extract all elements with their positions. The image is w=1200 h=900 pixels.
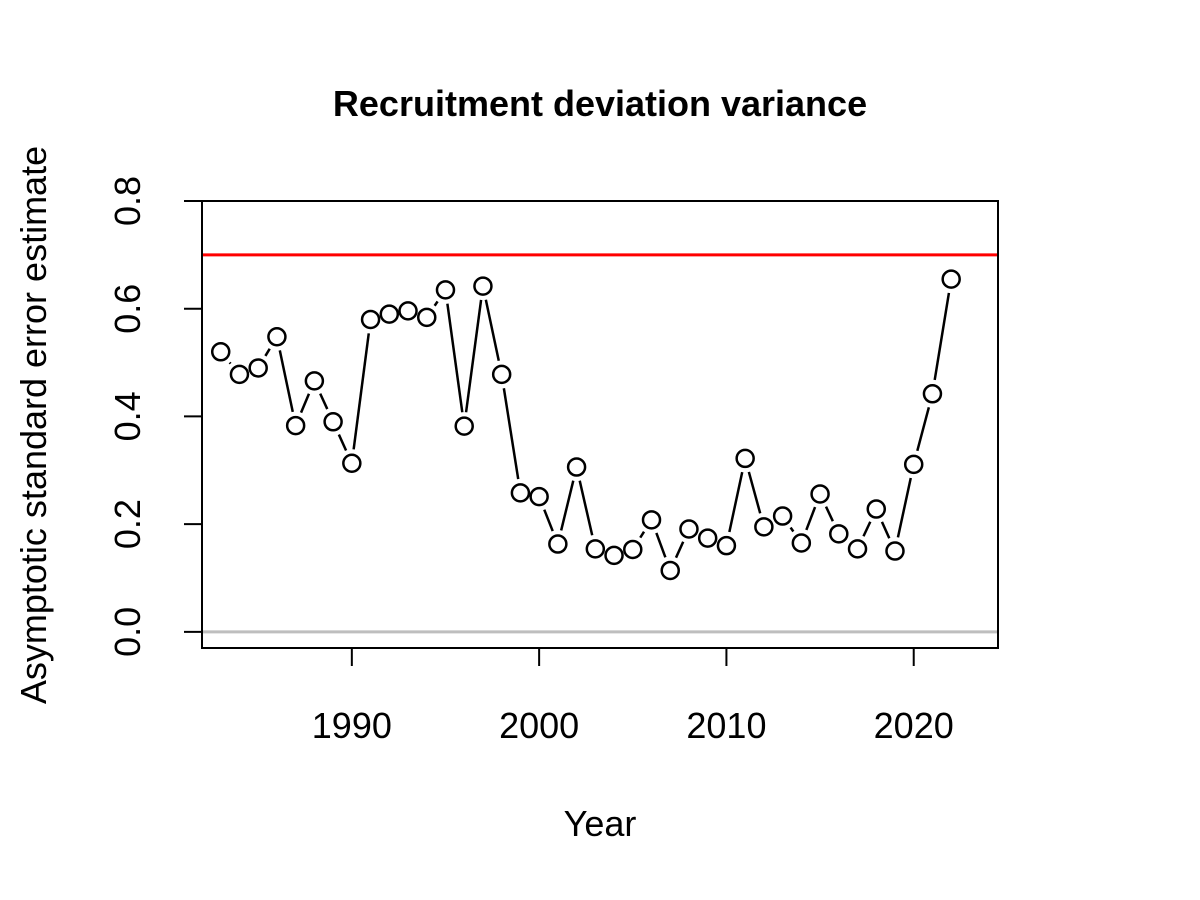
data-point — [360, 309, 381, 330]
data-point — [772, 506, 793, 526]
data-point — [267, 326, 287, 347]
series-line-segment — [352, 333, 370, 450]
data-point — [510, 483, 531, 503]
series-line-segment — [559, 480, 575, 531]
x-tick-label: 1990 — [312, 705, 392, 746]
series-line-segment — [674, 541, 685, 559]
series-line-segment — [264, 348, 271, 357]
data-point — [210, 342, 231, 362]
data-point — [585, 539, 606, 559]
series-line-segment — [446, 303, 464, 413]
data-point — [604, 545, 624, 566]
y-axis-label: Asymptotic standard error estimate — [13, 146, 54, 704]
data-point — [491, 364, 512, 385]
data-point — [754, 517, 774, 537]
data-point — [548, 534, 568, 554]
x-tick-label: 2010 — [686, 705, 766, 746]
data-point — [435, 280, 456, 300]
series-line-segment — [916, 407, 931, 452]
data-point — [304, 371, 325, 391]
chart-title: Recruitment deviation variance — [333, 83, 867, 124]
x-tick-label: 2000 — [499, 705, 579, 746]
series-line-segment — [747, 471, 762, 514]
data-point — [660, 560, 680, 581]
x-axis-label: Year — [564, 803, 637, 844]
series-line-segment — [228, 361, 232, 365]
data-point — [941, 269, 961, 289]
data-point — [829, 524, 849, 544]
series-line-segment — [464, 299, 483, 413]
data-point — [398, 301, 418, 321]
data-point — [323, 412, 343, 432]
series-line-segment — [319, 393, 329, 410]
plot-area: 1990 2000 2010 2020 0.0 0.2 0.4 0.6 0.8 — [107, 176, 999, 746]
data-point — [791, 533, 812, 553]
data-point — [473, 276, 493, 296]
series-line-segment — [337, 434, 348, 452]
data-point — [810, 484, 830, 504]
series-line-segment — [543, 509, 554, 532]
series-line-segment — [728, 471, 744, 533]
series-line-segment — [805, 506, 817, 531]
plot-frame — [201, 200, 999, 649]
data-point — [417, 307, 437, 328]
series-line-segment — [639, 530, 646, 539]
y-tick-label: 0.4 — [107, 391, 148, 441]
series-line-segment — [433, 300, 439, 307]
data-point — [903, 454, 924, 475]
data-point — [229, 364, 250, 385]
data-point — [454, 416, 474, 436]
data-point — [342, 453, 362, 474]
x-tick-label: 2020 — [874, 705, 954, 746]
series-line-segment — [862, 521, 872, 537]
series-line-segment — [655, 532, 667, 558]
data-point — [922, 384, 943, 404]
series-line-segment — [880, 521, 891, 539]
data-point — [641, 510, 662, 530]
data-point — [285, 415, 306, 436]
data-point — [847, 539, 868, 559]
series-line-segment — [484, 299, 500, 361]
data-point — [679, 519, 699, 539]
data-point — [379, 304, 400, 324]
series-line-segment — [789, 526, 795, 533]
data-point — [735, 448, 755, 469]
series-line-segment — [278, 350, 294, 413]
y-tick-label: 0.2 — [107, 499, 148, 549]
data-point — [529, 486, 549, 507]
data-point — [697, 528, 718, 548]
y-tick-label: 0.0 — [107, 607, 148, 657]
series-line-segment — [578, 480, 594, 536]
data-point — [566, 457, 587, 477]
data-point — [716, 535, 737, 556]
series-line-segment — [824, 506, 834, 522]
data-point — [623, 539, 643, 560]
data-point — [866, 499, 887, 519]
series-line-segment — [933, 292, 951, 381]
data-point — [885, 541, 905, 561]
data-point — [248, 358, 268, 378]
series-line-segment — [502, 388, 520, 480]
y-tick-label: 0.6 — [107, 284, 148, 334]
series-line-segment — [896, 477, 912, 538]
y-tick-label: 0.8 — [107, 176, 148, 226]
series-line-segment — [299, 393, 311, 414]
